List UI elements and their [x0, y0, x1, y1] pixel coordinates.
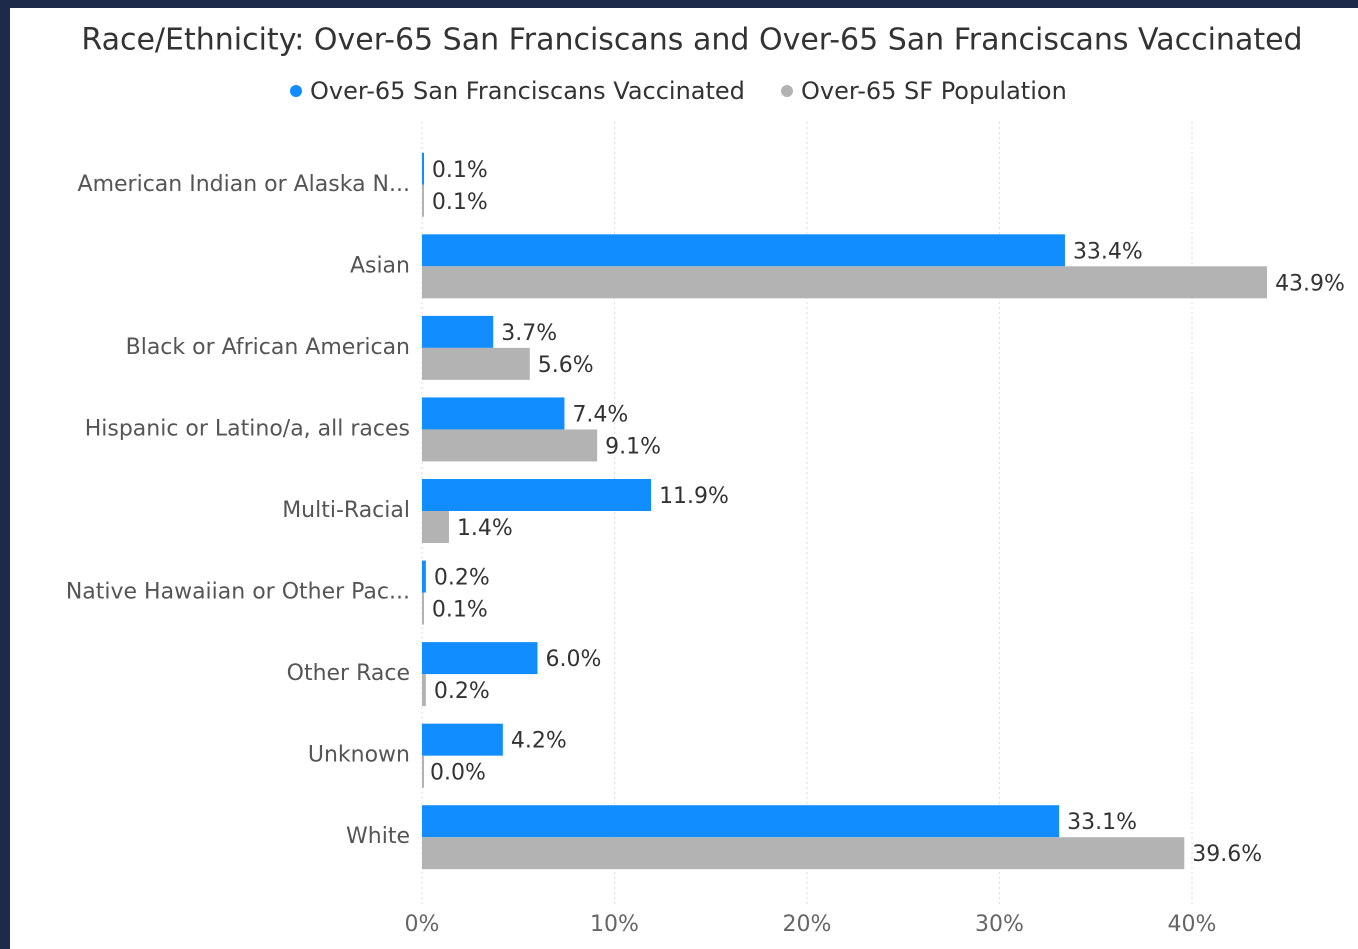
y-tick-label: Multi-Racial: [282, 498, 410, 523]
chart-title: Race/Ethnicity: Over-65 San Franciscans …: [81, 23, 1302, 58]
panel: [10, 8, 1358, 949]
data-label: 0.1%: [432, 158, 488, 183]
data-label: 6.0%: [546, 647, 602, 672]
legend-swatch: [290, 85, 302, 97]
bar: [422, 674, 426, 707]
bar: [422, 315, 494, 348]
y-tick-label: Other Race: [287, 661, 410, 686]
x-tick-label: 0%: [405, 912, 440, 937]
bar: [422, 234, 1065, 267]
data-label: 4.2%: [511, 729, 567, 754]
y-tick-label: Asian: [350, 253, 410, 278]
bar: [422, 805, 1060, 838]
data-label: 33.1%: [1067, 810, 1137, 835]
x-tick-label: 10%: [590, 912, 639, 937]
bar: [422, 266, 1268, 299]
y-tick-label: American Indian or Alaska N...: [78, 172, 410, 197]
data-label: 11.9%: [659, 484, 729, 509]
data-label: 7.4%: [572, 402, 628, 427]
bar: [422, 152, 424, 185]
data-label: 1.4%: [457, 516, 513, 541]
bar: [422, 755, 424, 788]
data-label: 0.2%: [434, 679, 490, 704]
data-label: 9.1%: [605, 434, 661, 459]
legend-label: Over-65 San Franciscans Vaccinated: [310, 77, 745, 105]
data-label: 33.4%: [1073, 239, 1143, 264]
data-label: 3.7%: [501, 321, 557, 346]
bar: [422, 511, 449, 543]
legend-label: Over-65 SF Population: [801, 77, 1067, 105]
data-label: 0.1%: [432, 190, 488, 215]
data-label: 43.9%: [1275, 271, 1345, 296]
bar: [422, 642, 538, 675]
x-tick-label: 20%: [783, 912, 832, 937]
bar: [422, 397, 565, 430]
bar: [422, 837, 1185, 870]
bar: [422, 429, 598, 462]
bar: [422, 592, 424, 625]
bar: [422, 560, 426, 593]
data-label: 0.0%: [430, 761, 486, 786]
data-label: 0.2%: [434, 566, 490, 591]
y-tick-label: Unknown: [308, 743, 410, 768]
data-label: 5.6%: [538, 353, 594, 378]
y-tick-label: White: [346, 824, 410, 849]
y-tick-label: Native Hawaiian or Other Pac...: [66, 580, 410, 605]
y-tick-label: Black or African American: [126, 335, 410, 360]
bar: [422, 723, 503, 756]
bar: [422, 479, 652, 511]
data-label: 0.1%: [432, 598, 488, 623]
legend-swatch: [781, 85, 793, 97]
bar: [422, 184, 424, 217]
bar: [422, 347, 530, 380]
x-tick-label: 40%: [1168, 912, 1217, 937]
x-tick-label: 30%: [975, 912, 1024, 937]
data-label: 39.6%: [1192, 842, 1262, 867]
y-tick-label: Hispanic or Latino/a, all races: [85, 416, 410, 441]
